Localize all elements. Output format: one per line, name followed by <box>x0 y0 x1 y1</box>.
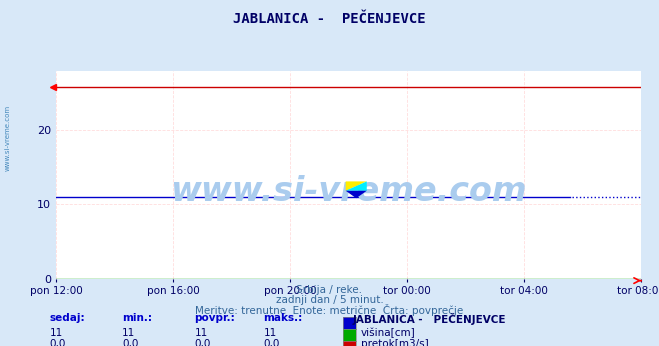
Text: pretok[m3/s]: pretok[m3/s] <box>361 339 429 346</box>
Text: Meritve: trenutne  Enote: metrične  Črta: povprečje: Meritve: trenutne Enote: metrične Črta: … <box>195 304 464 316</box>
Text: sedaj:: sedaj: <box>49 313 85 323</box>
Text: JABLANICA -   PEČENJEVCE: JABLANICA - PEČENJEVCE <box>353 313 506 325</box>
Text: 11: 11 <box>264 328 277 338</box>
Text: 0,0: 0,0 <box>264 339 280 346</box>
Polygon shape <box>346 191 367 198</box>
Text: Srbija / reke.: Srbija / reke. <box>297 285 362 295</box>
Polygon shape <box>346 181 367 191</box>
Text: povpr.:: povpr.: <box>194 313 235 323</box>
Text: 11: 11 <box>122 328 135 338</box>
Text: www.si-vreme.com: www.si-vreme.com <box>5 105 11 172</box>
Text: zadnji dan / 5 minut.: zadnji dan / 5 minut. <box>275 295 384 305</box>
Text: www.si-vreme.com: www.si-vreme.com <box>170 175 527 208</box>
Text: 11: 11 <box>194 328 208 338</box>
Text: 0,0: 0,0 <box>194 339 211 346</box>
Text: 11: 11 <box>49 328 63 338</box>
Text: JABLANICA -  PEČENJEVCE: JABLANICA - PEČENJEVCE <box>233 12 426 26</box>
Polygon shape <box>346 181 367 191</box>
Text: višina[cm]: višina[cm] <box>361 328 416 338</box>
Text: 0,0: 0,0 <box>122 339 138 346</box>
Text: min.:: min.: <box>122 313 152 323</box>
Text: maks.:: maks.: <box>264 313 303 323</box>
Text: 0,0: 0,0 <box>49 339 66 346</box>
